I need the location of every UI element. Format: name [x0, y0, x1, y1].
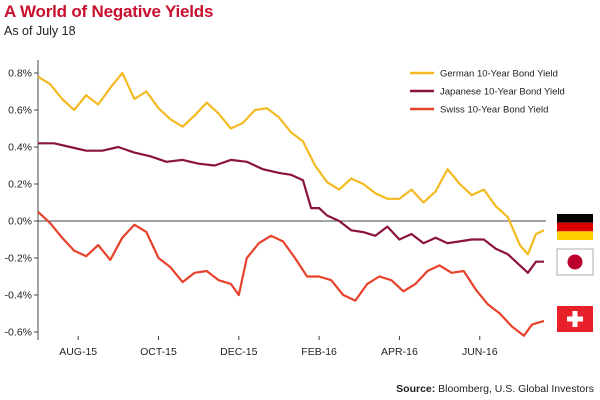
y-tick-label: 0.2%: [8, 179, 32, 191]
series-line-japanese: [38, 142, 544, 274]
x-tick-label: AUG-15: [59, 346, 97, 358]
source-text: Bloomberg, U.S. Global Investors: [438, 383, 594, 395]
page-subtitle: As of July 18: [4, 24, 76, 38]
x-tick-label: OCT-15: [140, 346, 177, 358]
german-flag-icon: [557, 214, 593, 240]
source-label: Source:: [396, 383, 436, 395]
y-tick-label: -0.2%: [5, 253, 32, 265]
legend-label: Japanese 10-Year Bond Yield: [440, 87, 565, 98]
y-tick-label: 0.4%: [8, 142, 32, 154]
y-tick-label: 0.0%: [8, 216, 32, 228]
x-tick-label: DEC-15: [220, 346, 258, 358]
x-tick-label: FEB-16: [301, 346, 337, 358]
japanese-flag-icon: [556, 248, 594, 276]
source-note: Source: Bloomberg, U.S. Global Investors: [396, 383, 594, 395]
y-tick-label: -0.6%: [5, 327, 32, 339]
x-tick-label: JUN-16: [462, 346, 498, 358]
series-line-swiss: [37, 210, 545, 337]
legend-label: Swiss 10-Year Bond Yield: [440, 105, 548, 116]
series-layer: [37, 71, 545, 337]
chart-legend: German 10-Year Bond Yield Japanese 10-Yea…: [410, 69, 565, 116]
legend-label: German 10-Year Bond Yield: [440, 69, 558, 80]
chart-axes: 0.8% 0.6% 0.4% 0.2% 0.0% -0.2% -0.4% -0.6% AUG-1…: [5, 60, 546, 358]
page-title: A World of Negative Yields: [4, 2, 214, 21]
swiss-flag-icon: [557, 306, 593, 332]
y-tick-label: 0.6%: [8, 105, 32, 117]
flag-icons: [556, 214, 594, 332]
y-tick-label: 0.8%: [8, 68, 32, 80]
y-tick-label: -0.4%: [5, 290, 32, 302]
series-line-german: [37, 71, 545, 256]
x-tick-label: APR-16: [381, 346, 418, 358]
